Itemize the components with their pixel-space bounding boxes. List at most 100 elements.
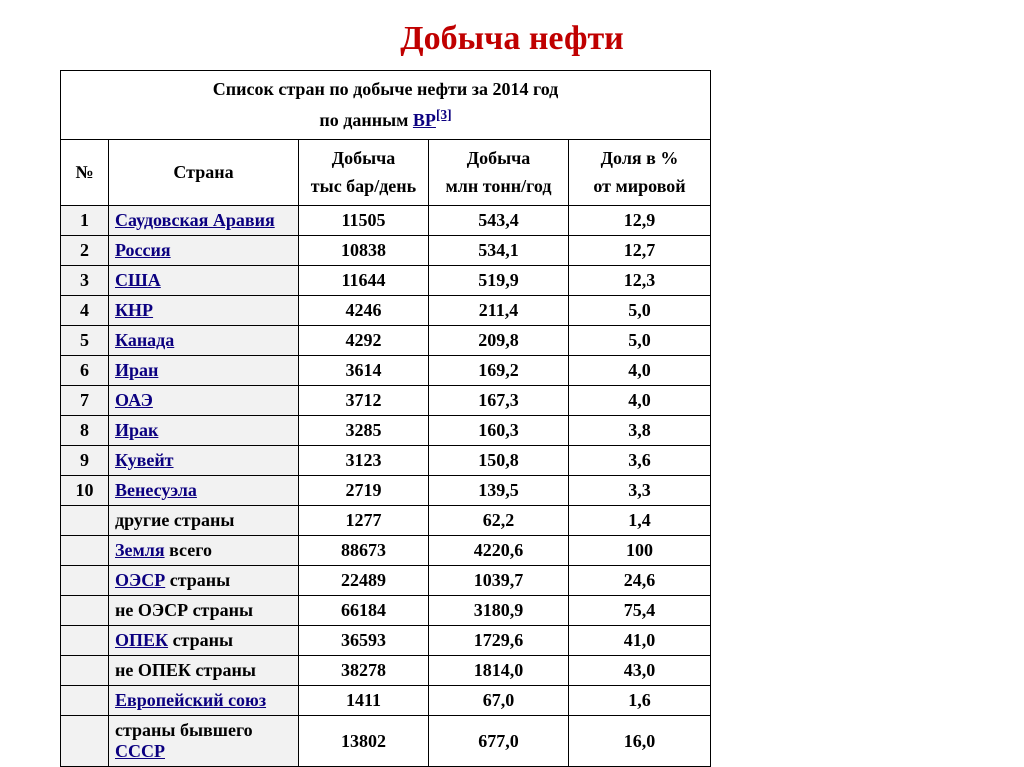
caption-source-link[interactable]: BP: [413, 110, 436, 130]
cell-bpd: 3285: [299, 416, 429, 446]
cell-country: Иран: [109, 356, 299, 386]
cell-mt: 209,8: [429, 326, 569, 356]
cell-bpd: 4292: [299, 326, 429, 356]
table-row: не ОПЕК страны382781814,043,0: [61, 656, 711, 686]
cell-mt: 4220,6: [429, 536, 569, 566]
cell-share: 4,0: [569, 386, 711, 416]
cell-bpd: 11644: [299, 266, 429, 296]
col-bpd-l1: Добыча: [332, 148, 396, 168]
cell-country: ОАЭ: [109, 386, 299, 416]
cell-rank: 7: [61, 386, 109, 416]
country-link[interactable]: КНР: [115, 300, 153, 320]
cell-mt: 534,1: [429, 236, 569, 266]
table-row: другие страны 127762,21,4: [61, 506, 711, 536]
caption-line2-prefix: по данным: [319, 110, 413, 130]
cell-share: 1,4: [569, 506, 711, 536]
cell-share: 12,9: [569, 206, 711, 236]
country-link[interactable]: Саудовская Аравия: [115, 210, 275, 230]
country-plain: страны: [165, 570, 230, 590]
country-link[interactable]: Россия: [115, 240, 171, 260]
cell-share: 24,6: [569, 566, 711, 596]
country-link[interactable]: Ирак: [115, 420, 158, 440]
country-link[interactable]: ОПЕК: [115, 630, 168, 650]
table-row: ОЭСР страны 224891039,724,6: [61, 566, 711, 596]
cell-country: Ирак: [109, 416, 299, 446]
table-row: 8 Ирак3285160,33,8: [61, 416, 711, 446]
cell-rank: 6: [61, 356, 109, 386]
cell-country: Европейский союз: [109, 686, 299, 716]
country-link[interactable]: Иран: [115, 360, 158, 380]
cell-rank: [61, 686, 109, 716]
cell-share: 12,7: [569, 236, 711, 266]
country-link[interactable]: ОЭСР: [115, 570, 165, 590]
cell-bpd: 1277: [299, 506, 429, 536]
cell-mt: 160,3: [429, 416, 569, 446]
table-row: 1 Саудовская Аравия11505543,412,9: [61, 206, 711, 236]
cell-rank: 10: [61, 476, 109, 506]
caption-ref-link[interactable]: [3]: [436, 107, 452, 122]
cell-share: 16,0: [569, 716, 711, 767]
cell-mt: 67,0: [429, 686, 569, 716]
cell-rank: 3: [61, 266, 109, 296]
country-link[interactable]: Кувейт: [115, 450, 174, 470]
cell-share: 3,3: [569, 476, 711, 506]
col-mt-l1: Добыча: [467, 148, 531, 168]
col-share: Доля в % от мировой: [569, 139, 711, 206]
country-plain: страны: [168, 630, 233, 650]
cell-share: 12,3: [569, 266, 711, 296]
country-plain: всего: [165, 540, 212, 560]
country-link[interactable]: Венесуэла: [115, 480, 197, 500]
cell-bpd: 1411: [299, 686, 429, 716]
col-country: Страна: [109, 139, 299, 206]
cell-bpd: 38278: [299, 656, 429, 686]
oil-production-table: Список стран по добыче нефти за 2014 год…: [60, 70, 711, 767]
cell-mt: 150,8: [429, 446, 569, 476]
page-title: Добыча нефти: [0, 20, 1024, 58]
country-plain: другие страны: [115, 510, 234, 530]
country-link[interactable]: Европейский союз: [115, 690, 266, 710]
cell-bpd: 4246: [299, 296, 429, 326]
cell-mt: 1729,6: [429, 626, 569, 656]
cell-country: не ОЭСР страны: [109, 596, 299, 626]
table-row: 10 Венесуэла2719139,53,3: [61, 476, 711, 506]
cell-country: Канада: [109, 326, 299, 356]
cell-share: 100: [569, 536, 711, 566]
cell-share: 1,6: [569, 686, 711, 716]
table-row: 7 ОАЭ3712167,34,0: [61, 386, 711, 416]
col-bpd-l2: тыс бар/день: [311, 176, 416, 196]
cell-mt: 677,0: [429, 716, 569, 767]
country-plain: не ОПЕК страны: [115, 660, 256, 680]
country-link[interactable]: Земля: [115, 540, 165, 560]
table-row: 2 Россия10838534,112,7: [61, 236, 711, 266]
cell-mt: 139,5: [429, 476, 569, 506]
col-mt-l2: млн тонн/год: [446, 176, 552, 196]
table-row: 3 США11644519,912,3: [61, 266, 711, 296]
col-rank: №: [61, 139, 109, 206]
cell-bpd: 3123: [299, 446, 429, 476]
cell-rank: [61, 506, 109, 536]
country-link[interactable]: Канада: [115, 330, 174, 350]
cell-country: США: [109, 266, 299, 296]
cell-mt: 62,2: [429, 506, 569, 536]
cell-rank: [61, 656, 109, 686]
cell-bpd: 22489: [299, 566, 429, 596]
country-link[interactable]: США: [115, 270, 161, 290]
cell-share: 4,0: [569, 356, 711, 386]
cell-bpd: 3614: [299, 356, 429, 386]
col-share-l2: от мировой: [593, 176, 685, 196]
table-row: 4 КНР4246211,45,0: [61, 296, 711, 326]
table-row: страны бывшего СССР13802677,016,0: [61, 716, 711, 767]
cell-bpd: 11505: [299, 206, 429, 236]
cell-mt: 543,4: [429, 206, 569, 236]
country-plain: не ОЭСР страны: [115, 600, 253, 620]
cell-rank: [61, 536, 109, 566]
cell-mt: 1039,7: [429, 566, 569, 596]
cell-rank: 4: [61, 296, 109, 326]
table-caption: Список стран по добыче нефти за 2014 год…: [61, 71, 711, 140]
country-plain-prefix: страны бывшего: [115, 720, 253, 740]
country-link[interactable]: СССР: [115, 741, 165, 761]
table-header-row: № Страна Добыча тыс бар/день Добыча млн …: [61, 139, 711, 206]
cell-share: 75,4: [569, 596, 711, 626]
cell-bpd: 3712: [299, 386, 429, 416]
country-link[interactable]: ОАЭ: [115, 390, 153, 410]
